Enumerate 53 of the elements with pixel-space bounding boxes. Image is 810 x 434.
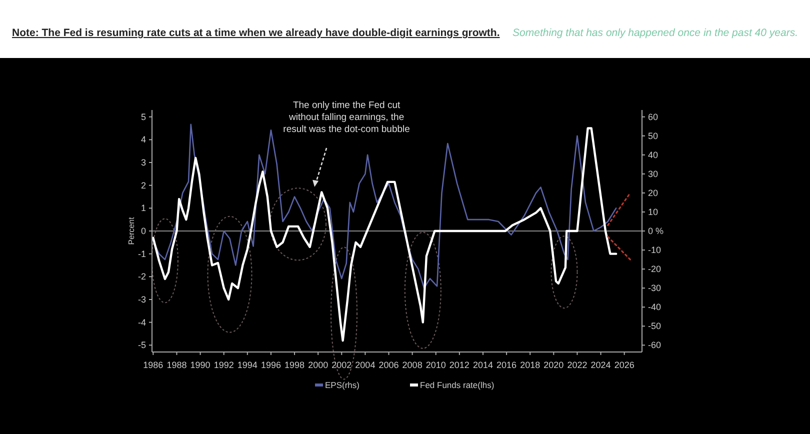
y-tick-label: 1: [140, 203, 146, 214]
y2-tick-label: 10: [648, 206, 658, 217]
y2-tick-label: 50: [648, 130, 658, 141]
y-tick-label: 0: [140, 226, 146, 236]
x-tick-label: 1990: [190, 360, 210, 370]
y2-tick-label: -10: [648, 245, 662, 256]
x-tick-label: 2006: [378, 360, 399, 370]
y-tick-label: -3: [138, 294, 146, 304]
x-tick-label: 2016: [496, 360, 517, 370]
y2-tick-label: 20: [648, 188, 658, 198]
x-tick-label: 2004: [355, 360, 376, 370]
legend-label: EPS(rhs): [325, 380, 360, 390]
y2-tick-label: -30: [648, 283, 662, 294]
y2-tick-label: -50: [648, 321, 662, 332]
x-tick-label: 2014: [472, 360, 493, 370]
y-tick-label: -4: [138, 317, 146, 328]
x-tick-label: 1998: [284, 360, 305, 370]
x-tick-label: 2000: [308, 360, 328, 370]
chart-title: Note: The Fed is resuming rate cuts at a time when we already have double-digit earnings growth.: [12, 27, 500, 39]
x-tick-label: 1988: [166, 360, 187, 370]
line-series: [152, 127, 618, 342]
y-tick-label: 3: [140, 158, 146, 168]
y2-tick-label: 30: [648, 168, 658, 179]
x-tick-label: 2008: [402, 360, 422, 370]
y-tick-label: -5: [138, 340, 146, 350]
legend-label: Fed Funds rate(lhs): [420, 380, 494, 390]
x-tick-label: 2022: [567, 360, 588, 370]
x-tick-label: 1986: [143, 360, 164, 370]
x-tick-label: 2020: [544, 360, 564, 370]
line-series: [152, 124, 617, 289]
x-tick-label: 2026: [614, 360, 634, 370]
x-tick-label: 2010: [426, 360, 446, 370]
y-tick-label: 5: [140, 112, 146, 122]
x-tick-label: 2018: [520, 360, 540, 370]
y2-tick-label: 40: [648, 150, 658, 160]
x-tick-label: 2024: [590, 360, 611, 370]
y-axis-title: Percent: [127, 216, 136, 245]
y2-tick-label: 0 %: [648, 226, 664, 236]
annotation: The only time the Fed cut without falling earnings, the result was the dot-com bubble: [283, 100, 410, 135]
y-tick-label: 2: [140, 180, 146, 190]
y-tick-label: 4: [140, 134, 146, 145]
x-tick-label: 1996: [260, 360, 281, 370]
y-tick-label: -2: [138, 272, 146, 282]
x-tick-label: 2002: [332, 360, 352, 370]
y2-tick-label: -60: [648, 340, 662, 350]
x-tick-label: 2012: [449, 360, 470, 370]
x-tick-label: 1994: [237, 360, 258, 370]
y-tick-label: -1: [138, 248, 146, 259]
x-tick-label: 1992: [214, 360, 234, 370]
y2-tick-label: 60: [648, 112, 658, 122]
chart-subtitle: Something that has only happened once in the past 40 years.: [512, 27, 798, 39]
y2-tick-label: -40: [648, 302, 662, 312]
y2-tick-label: -20: [648, 264, 662, 274]
